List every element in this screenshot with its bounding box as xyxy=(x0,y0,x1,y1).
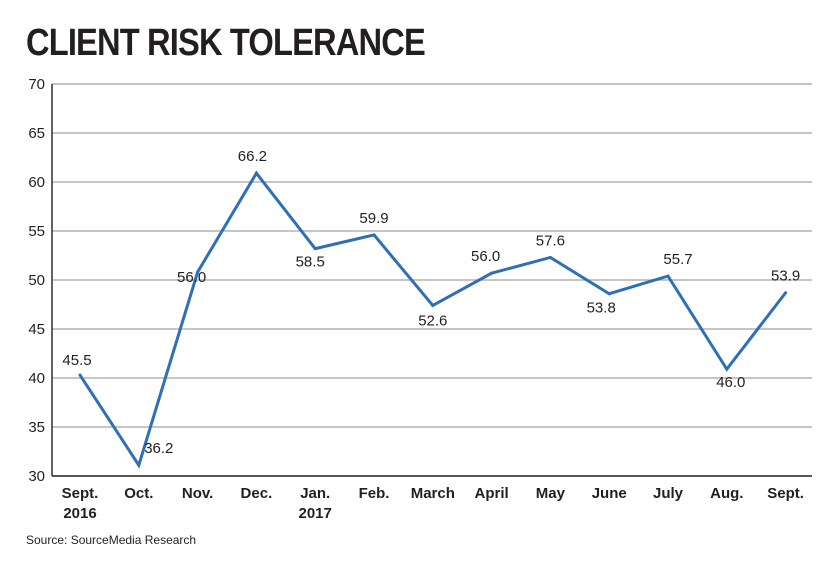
data-label: 56.0 xyxy=(177,269,206,286)
x-category-label: Feb. xyxy=(359,485,390,502)
x-axis-categories: Sept. 2016 Oct. Nov. Dec. Jan. 2017 Feb. March Ap… xyxy=(62,485,804,522)
x-category-label: Jan. 2017 xyxy=(299,485,332,522)
data-point xyxy=(784,291,788,295)
data-point xyxy=(78,373,82,377)
data-point xyxy=(725,367,729,371)
x-category-label: Oct. xyxy=(124,485,153,502)
x-category-label: Dec. xyxy=(241,485,273,502)
y-axis-ticks: 30 35 40 45 50 55 60 65 70 xyxy=(28,76,45,485)
data-point xyxy=(313,247,317,251)
data-label: 57.6 xyxy=(536,232,565,249)
data-point xyxy=(666,274,670,278)
data-point xyxy=(548,255,552,259)
data-label: 36.2 xyxy=(144,440,173,457)
x-category-label: April xyxy=(475,485,509,502)
x-category-label: March xyxy=(411,485,455,502)
data-point xyxy=(372,233,376,237)
data-point xyxy=(137,463,141,467)
x-category-label: Aug. xyxy=(710,485,743,502)
data-label: 45.5 xyxy=(62,352,91,369)
source-note: Source: SourceMedia Research xyxy=(26,533,197,547)
series-line-group xyxy=(78,170,788,469)
grid-lines xyxy=(51,83,812,477)
y-tick-label: 30 xyxy=(28,468,45,485)
x-category-label: June xyxy=(592,485,627,502)
y-tick-label: 70 xyxy=(28,76,45,93)
data-label: 55.7 xyxy=(663,251,692,268)
data-label: 46.0 xyxy=(716,374,745,391)
data-label: 66.2 xyxy=(238,148,267,165)
y-tick-label: 65 xyxy=(28,125,45,142)
data-label: 53.9 xyxy=(771,268,800,285)
y-tick-label: 45 xyxy=(28,321,45,338)
data-point xyxy=(254,171,258,175)
data-point xyxy=(196,270,200,274)
data-point xyxy=(490,271,494,275)
data-point xyxy=(607,292,611,296)
x-category-label: Sept. 2016 xyxy=(62,485,99,522)
data-labels: 45.5 36.2 56.0 66.2 58.5 59.9 52.6 56.0 57.6 53.8… xyxy=(62,148,800,457)
x-category-label: Sept. xyxy=(767,485,804,502)
data-label: 59.9 xyxy=(359,210,388,227)
data-label: 52.6 xyxy=(418,312,447,329)
x-category-label: July xyxy=(653,485,684,502)
data-label: 53.8 xyxy=(587,300,616,317)
y-tick-label: 35 xyxy=(28,419,45,436)
chart-title: CLIENT RISK TOLERANCE xyxy=(26,22,426,64)
y-tick-label: 50 xyxy=(28,272,45,289)
x-category-label: Nov. xyxy=(182,485,213,502)
y-tick-label: 55 xyxy=(28,223,45,240)
data-label: 56.0 xyxy=(471,248,500,265)
y-tick-label: 40 xyxy=(28,370,45,387)
data-label: 58.5 xyxy=(296,254,325,271)
data-point xyxy=(431,303,435,307)
x-category-label: May xyxy=(536,485,566,502)
y-tick-label: 60 xyxy=(28,174,45,191)
